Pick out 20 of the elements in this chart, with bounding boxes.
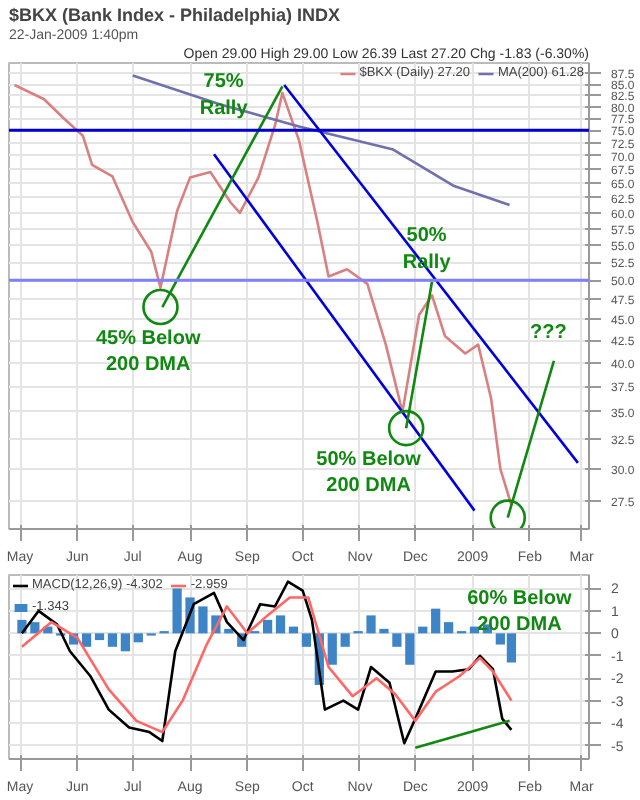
bar <box>327 633 337 665</box>
bar <box>81 633 92 647</box>
bar <box>120 633 130 652</box>
bar <box>431 608 441 634</box>
annotation: 50% Below 200 DMA <box>316 448 422 498</box>
bar <box>107 633 118 647</box>
bar <box>133 633 143 643</box>
point <box>387 409 425 447</box>
bar <box>301 633 312 647</box>
annotation: 60% Below 200 DMA <box>467 587 573 636</box>
bar <box>275 615 286 634</box>
point <box>142 288 179 326</box>
line-series <box>20 580 513 745</box>
annotation: ??? <box>530 322 567 345</box>
chart-title: $BKX (Bank Index - Philadelphia) INDX <box>9 5 341 25</box>
bar <box>340 633 350 647</box>
bar <box>262 619 273 634</box>
bar <box>444 622 454 634</box>
annotation: 45% Below 200 DMA <box>95 327 201 377</box>
bar <box>94 633 105 641</box>
